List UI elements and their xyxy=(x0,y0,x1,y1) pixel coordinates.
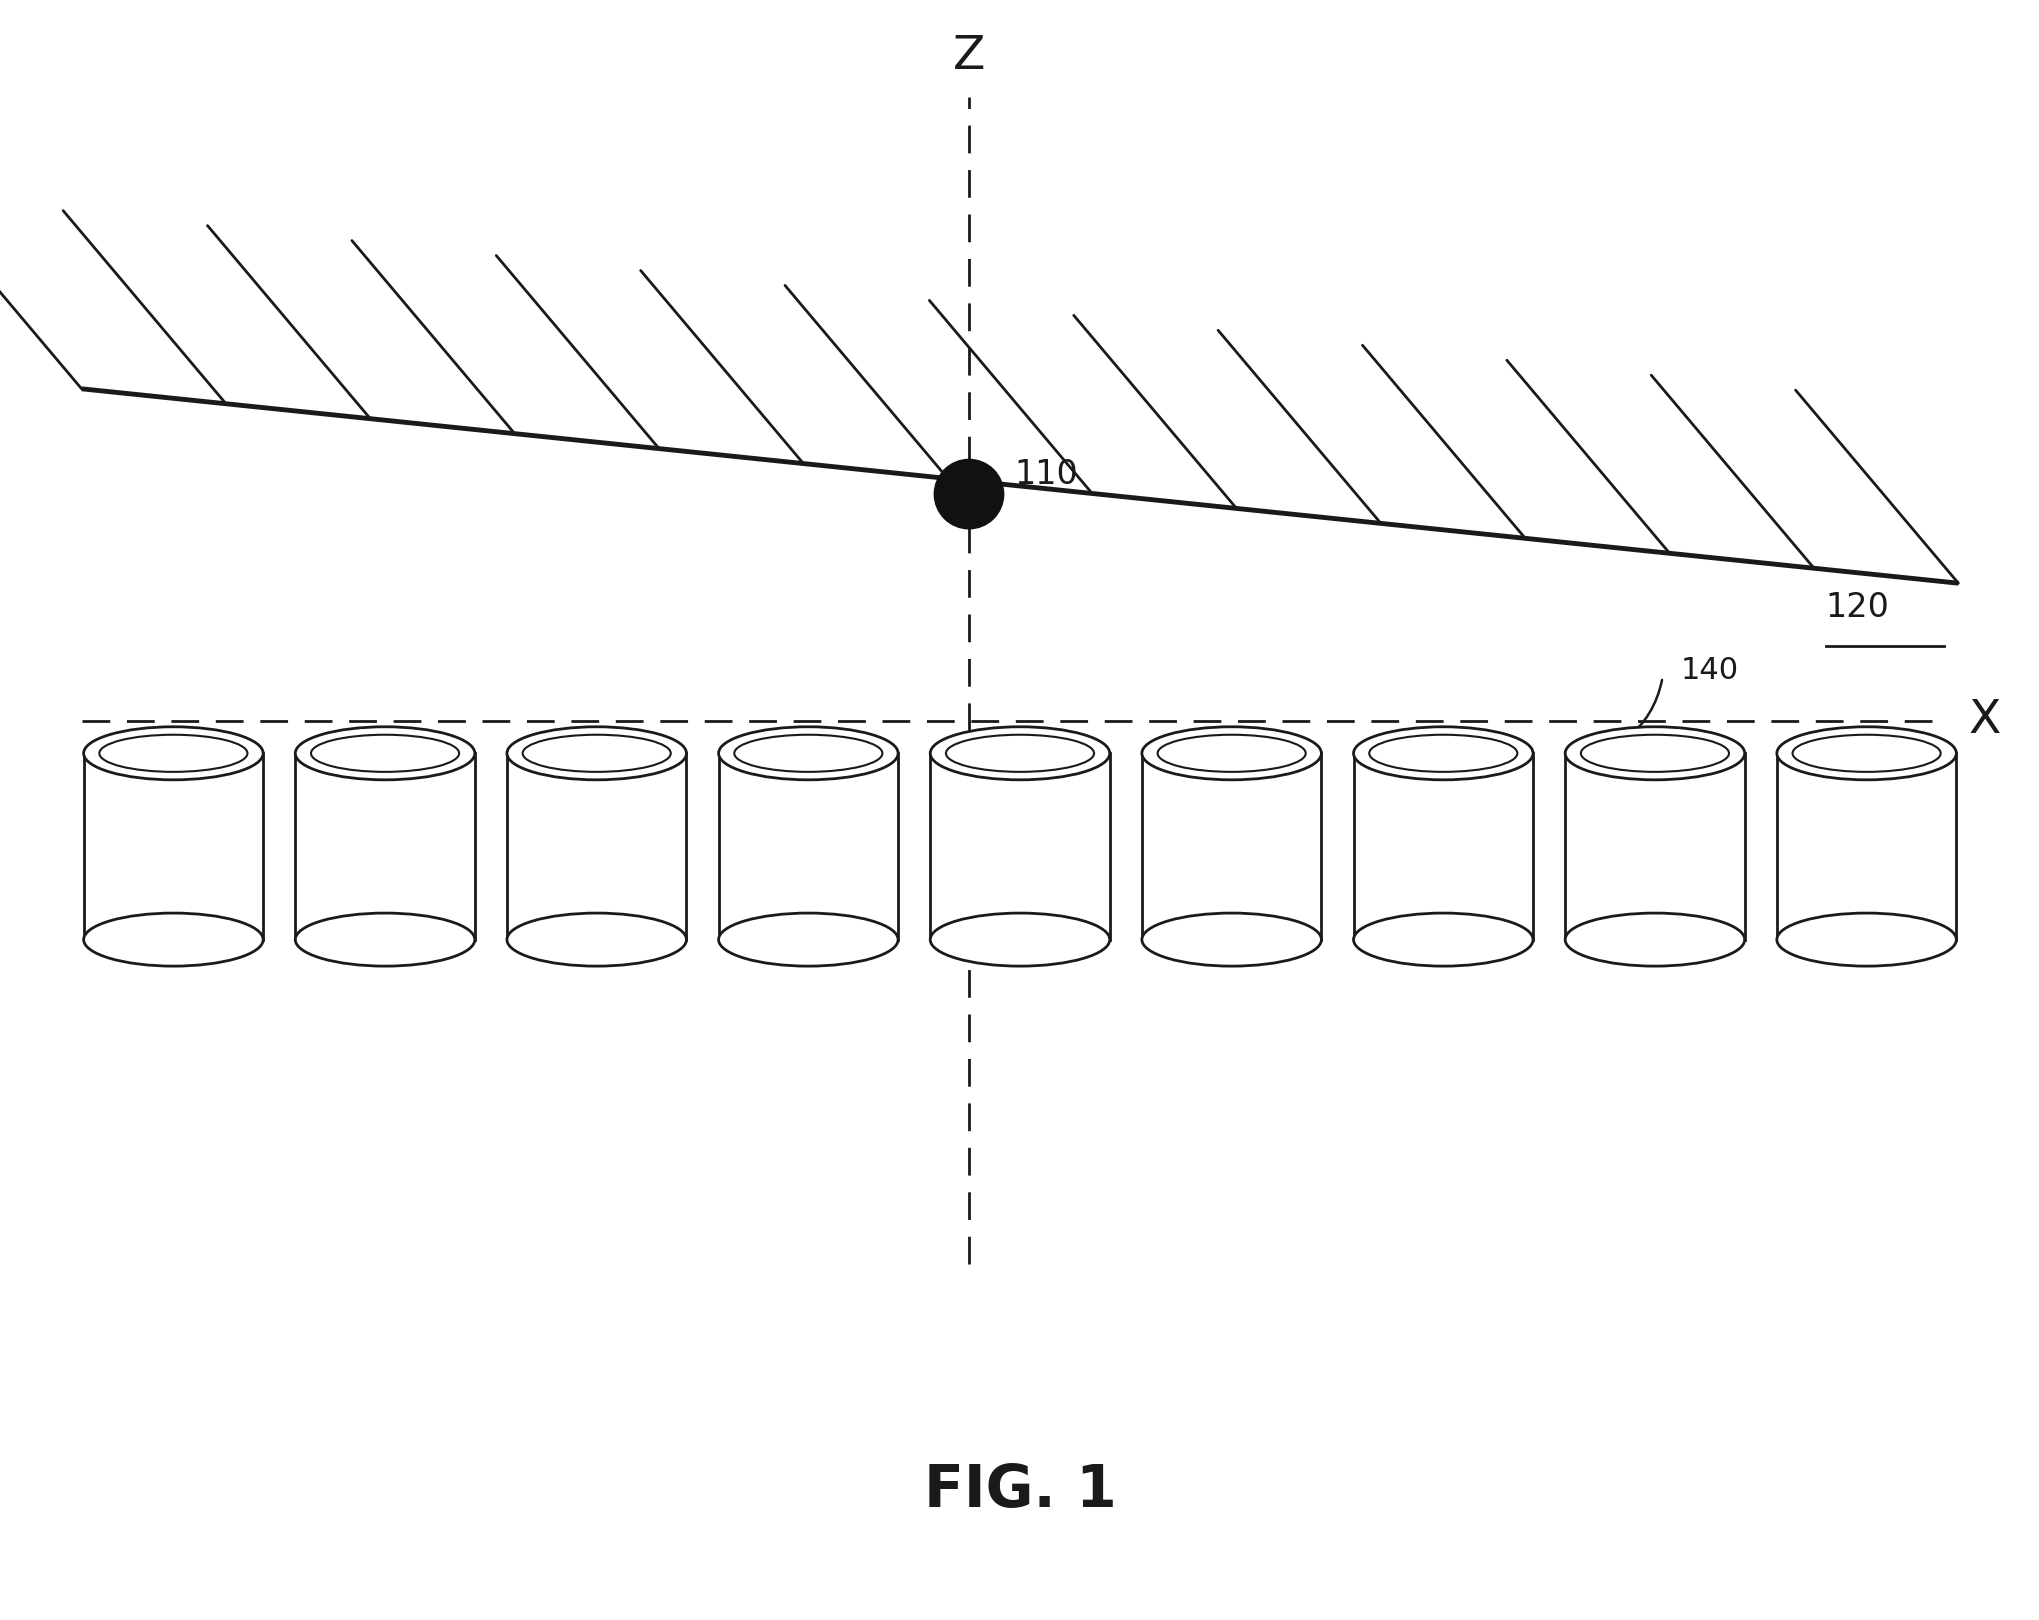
FancyBboxPatch shape xyxy=(84,753,263,940)
FancyBboxPatch shape xyxy=(1776,753,1955,940)
Ellipse shape xyxy=(1142,727,1321,779)
FancyBboxPatch shape xyxy=(1142,753,1321,940)
Ellipse shape xyxy=(84,727,263,779)
FancyBboxPatch shape xyxy=(1354,753,1533,940)
Ellipse shape xyxy=(1142,914,1321,966)
Text: FIG. 1: FIG. 1 xyxy=(924,1461,1115,1520)
Ellipse shape xyxy=(100,735,247,771)
FancyBboxPatch shape xyxy=(930,753,1109,940)
Ellipse shape xyxy=(508,727,687,779)
FancyBboxPatch shape xyxy=(718,753,897,940)
Ellipse shape xyxy=(1156,735,1305,771)
Ellipse shape xyxy=(1368,735,1517,771)
Ellipse shape xyxy=(310,735,459,771)
Text: 140: 140 xyxy=(1680,656,1737,685)
Ellipse shape xyxy=(734,735,883,771)
Ellipse shape xyxy=(1354,914,1533,966)
Ellipse shape xyxy=(1354,727,1533,779)
Ellipse shape xyxy=(1564,914,1743,966)
Text: X: X xyxy=(1968,698,2000,744)
Ellipse shape xyxy=(946,735,1093,771)
Ellipse shape xyxy=(1776,914,1955,966)
Ellipse shape xyxy=(84,914,263,966)
Ellipse shape xyxy=(934,460,1003,528)
Ellipse shape xyxy=(930,727,1109,779)
Ellipse shape xyxy=(718,727,897,779)
Ellipse shape xyxy=(296,727,475,779)
FancyBboxPatch shape xyxy=(296,753,475,940)
Ellipse shape xyxy=(1792,735,1939,771)
Ellipse shape xyxy=(718,914,897,966)
Ellipse shape xyxy=(930,914,1109,966)
Ellipse shape xyxy=(1564,727,1743,779)
Ellipse shape xyxy=(1776,727,1955,779)
Ellipse shape xyxy=(1580,735,1729,771)
Ellipse shape xyxy=(296,914,475,966)
Text: 120: 120 xyxy=(1825,591,1888,624)
Text: Z: Z xyxy=(952,34,985,79)
Ellipse shape xyxy=(522,735,671,771)
Text: 110: 110 xyxy=(1013,458,1077,491)
Ellipse shape xyxy=(508,914,687,966)
FancyBboxPatch shape xyxy=(1564,753,1743,940)
FancyBboxPatch shape xyxy=(508,753,685,940)
